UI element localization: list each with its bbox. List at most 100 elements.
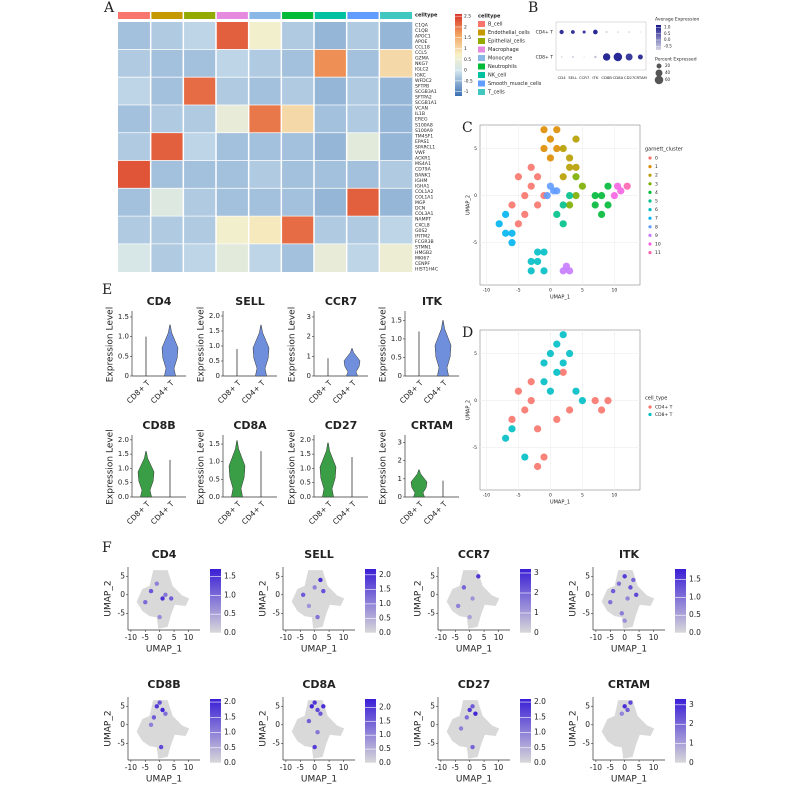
plot-title: ITK — [422, 295, 443, 308]
heatmap-cell — [281, 244, 315, 272]
gene-label: IFITM2 — [415, 233, 430, 239]
gene-label: SFTPB — [415, 83, 429, 89]
point — [543, 191, 551, 200]
point — [559, 144, 567, 153]
heatmap-cell — [379, 22, 413, 50]
legend-label: CD4+ T — [655, 405, 673, 411]
point — [598, 191, 606, 200]
point — [148, 588, 154, 594]
x-tick-label: 5 — [581, 288, 584, 294]
color-tick-label: 0.0 — [689, 628, 701, 637]
y-axis-label: UMAP_2 — [259, 580, 269, 616]
plot-title: CD8A — [302, 678, 336, 691]
gene-label: SFTPA2 — [415, 95, 432, 101]
color-tick-label: 1.0 — [379, 730, 391, 739]
violin — [228, 440, 246, 498]
y-tick-label: 0 — [125, 372, 129, 380]
x-tick-label: -10 — [483, 493, 490, 499]
y-tick-label: -5 — [473, 240, 478, 246]
y-tick-label: 0 — [216, 372, 220, 380]
point — [628, 700, 633, 705]
point — [622, 618, 627, 623]
y-tick-label: 1.0 — [118, 464, 129, 472]
point — [608, 600, 613, 605]
x-axis-label: UMAP_1 — [146, 775, 182, 785]
x-tick-label: CD4+ T — [240, 378, 267, 405]
gene-label: S100A9 — [415, 128, 433, 134]
celltype-bar — [150, 12, 184, 19]
x-tick-label: CD4 — [558, 75, 567, 80]
y-tick-label: 1.0 — [209, 342, 220, 350]
x-tick-label: CD27 — [624, 75, 635, 80]
color-bar — [656, 25, 661, 50]
y-tick-label: -5 — [583, 608, 591, 617]
y-tick-label: -5 — [273, 738, 281, 747]
y-tick-label: 2.0 — [118, 436, 129, 444]
y-tick-label: 1.5 — [118, 313, 129, 321]
legend-label: Neutrophils — [488, 64, 517, 70]
x-axis-label: UMAP_1 — [550, 295, 570, 301]
y-tick-label: 0 — [120, 590, 125, 599]
point — [306, 603, 312, 609]
point — [534, 462, 542, 471]
point — [559, 220, 567, 228]
legend-swatch — [478, 63, 485, 70]
heatmap-cell — [248, 160, 282, 189]
heatmap-cell — [248, 105, 282, 134]
heatmap-cell — [216, 188, 249, 217]
point — [321, 588, 326, 594]
heatmap-cell — [216, 22, 249, 50]
heatmap-cell — [379, 160, 413, 189]
color-tick-label: 1.0 — [664, 25, 671, 30]
heatmap-cell — [314, 244, 347, 272]
legend-swatch — [648, 208, 652, 212]
gene-label: EREG — [415, 117, 428, 123]
x-tick-label: CD4+ T — [422, 378, 449, 405]
gene-label: CCL18 — [415, 45, 430, 51]
panel-letter: A — [103, 0, 115, 16]
violin — [252, 324, 270, 377]
x-tick-label: CD8+ T — [216, 378, 243, 405]
legend-label: Endothelial_cells — [488, 30, 530, 36]
point — [572, 191, 580, 200]
point — [521, 453, 529, 461]
x-tick-label: SELL — [568, 75, 578, 80]
gene-label: STMN1 — [415, 245, 431, 251]
dot — [559, 29, 564, 35]
gene-label: APOE — [415, 39, 428, 45]
legend-swatch — [648, 405, 652, 409]
x-tick-label: 0 — [549, 493, 552, 499]
panel-letter: F — [102, 540, 112, 556]
x-tick-label: 0 — [157, 763, 162, 772]
y-tick-label: 0 — [585, 720, 590, 729]
gene-label: CCL5 — [415, 50, 427, 56]
heatmap-cell — [150, 133, 184, 161]
legend-swatch — [648, 242, 652, 246]
point — [591, 396, 599, 405]
point — [604, 182, 612, 190]
color-tick-label: 1.5 — [224, 712, 236, 721]
x-tick-label: CD8+ T — [125, 378, 152, 405]
point — [553, 415, 561, 424]
x-tick-label: 0 — [157, 633, 162, 642]
color-tick-label: 1 — [689, 739, 694, 748]
cell-silhouette — [291, 570, 345, 629]
heatmap-cell — [118, 216, 151, 245]
x-tick-label: CD4+ T — [149, 378, 176, 405]
dot — [583, 56, 585, 58]
y-tick-label: 0.0 — [118, 493, 129, 501]
plot-title: CD8B — [142, 419, 175, 432]
heatmap-cell — [379, 188, 413, 217]
color-bar — [520, 569, 531, 633]
heatmap-cell — [346, 160, 380, 189]
point — [566, 201, 574, 209]
legend-swatch — [648, 173, 652, 177]
color-tick-label: 2.0 — [534, 697, 546, 706]
x-tick-label: -5 — [516, 493, 521, 499]
dot — [628, 31, 630, 33]
point — [318, 711, 323, 716]
point — [157, 614, 162, 620]
heatmap-cell — [118, 160, 151, 189]
point — [625, 707, 630, 713]
size-key — [655, 69, 663, 77]
